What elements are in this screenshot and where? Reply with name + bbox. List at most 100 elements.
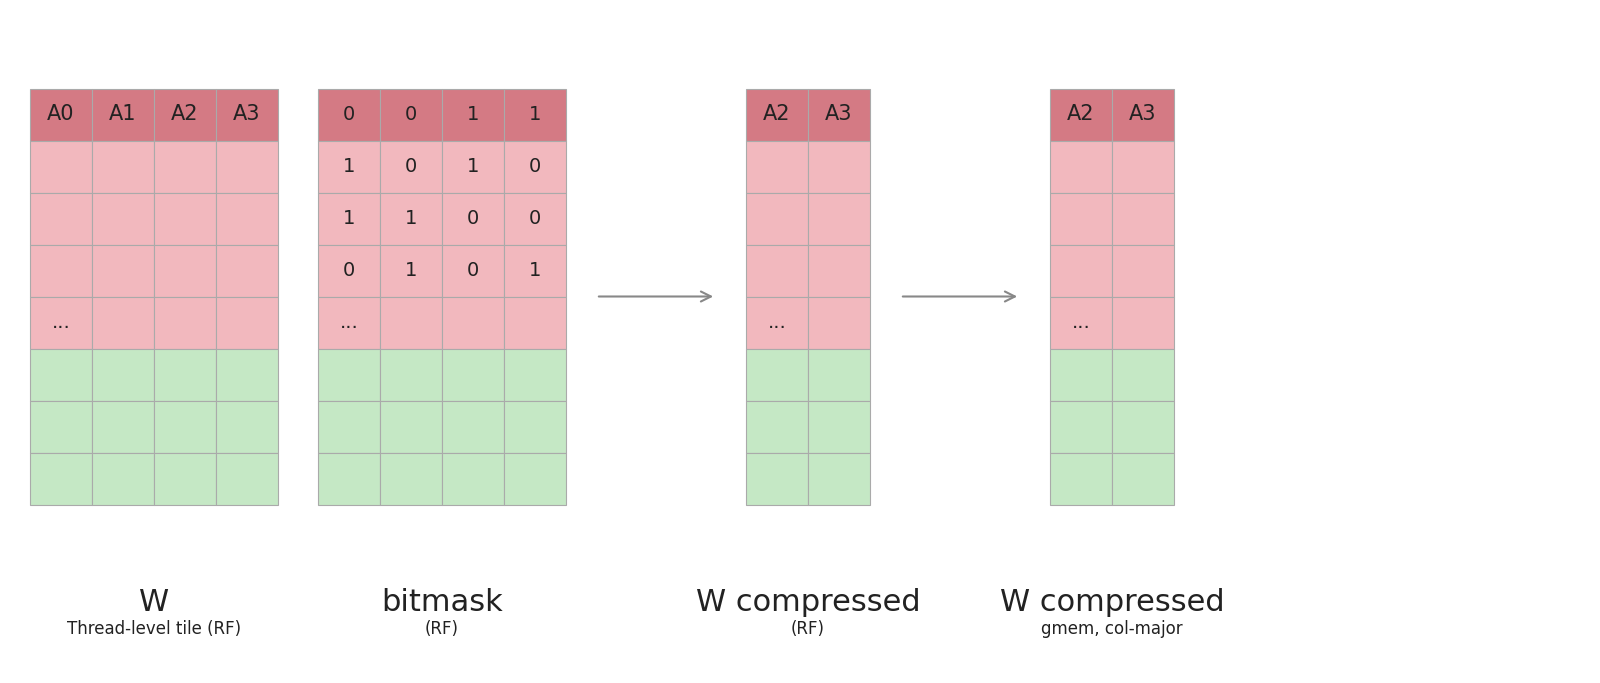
- Text: 0: 0: [530, 157, 541, 176]
- Text: A2: A2: [763, 104, 790, 124]
- Bar: [808, 296, 870, 348]
- Text: A3: A3: [1130, 104, 1157, 124]
- Text: 1: 1: [530, 261, 541, 280]
- Bar: [30, 296, 93, 348]
- Bar: [318, 453, 381, 505]
- Bar: [1050, 400, 1112, 453]
- Bar: [318, 348, 381, 400]
- Bar: [1112, 348, 1174, 400]
- Bar: [1050, 296, 1112, 348]
- Bar: [93, 141, 154, 193]
- Text: A2: A2: [171, 104, 198, 124]
- Bar: [808, 245, 870, 296]
- Text: A3: A3: [234, 104, 261, 124]
- Bar: [154, 245, 216, 296]
- Bar: [442, 453, 504, 505]
- Bar: [154, 193, 216, 245]
- Bar: [154, 296, 216, 348]
- Bar: [1050, 348, 1112, 400]
- Bar: [216, 193, 278, 245]
- Bar: [93, 400, 154, 453]
- Bar: [1050, 453, 1112, 505]
- Bar: [808, 348, 870, 400]
- Bar: [154, 348, 216, 400]
- Text: 1: 1: [342, 209, 355, 228]
- Bar: [504, 89, 566, 141]
- Bar: [30, 141, 93, 193]
- Bar: [1112, 245, 1174, 296]
- Text: 0: 0: [405, 105, 418, 124]
- Bar: [1112, 453, 1174, 505]
- Bar: [1050, 193, 1112, 245]
- Text: ...: ...: [339, 313, 358, 332]
- Text: 1: 1: [405, 261, 418, 280]
- Bar: [216, 296, 278, 348]
- Bar: [504, 348, 566, 400]
- Text: 1: 1: [342, 157, 355, 176]
- Text: (RF): (RF): [790, 620, 826, 638]
- Text: bitmask: bitmask: [381, 588, 502, 617]
- Bar: [808, 89, 870, 141]
- Bar: [93, 193, 154, 245]
- Text: 1: 1: [405, 209, 418, 228]
- Bar: [746, 141, 808, 193]
- Text: (RF): (RF): [426, 620, 459, 638]
- Bar: [381, 453, 442, 505]
- Bar: [381, 348, 442, 400]
- Text: W compressed: W compressed: [696, 588, 920, 617]
- Bar: [381, 193, 442, 245]
- Bar: [808, 193, 870, 245]
- Text: ...: ...: [51, 313, 70, 332]
- Bar: [1050, 89, 1112, 141]
- Text: gmem, col-major: gmem, col-major: [1042, 620, 1182, 638]
- Bar: [318, 193, 381, 245]
- Bar: [216, 245, 278, 296]
- Bar: [93, 348, 154, 400]
- Bar: [318, 400, 381, 453]
- Text: A3: A3: [826, 104, 853, 124]
- Text: 0: 0: [342, 105, 355, 124]
- Bar: [746, 296, 808, 348]
- Bar: [1112, 89, 1174, 141]
- Bar: [504, 245, 566, 296]
- Text: 1: 1: [467, 105, 478, 124]
- Text: 1: 1: [467, 157, 478, 176]
- Bar: [746, 89, 808, 141]
- Text: 0: 0: [467, 209, 478, 228]
- Text: ...: ...: [1072, 313, 1090, 332]
- Bar: [442, 400, 504, 453]
- Bar: [381, 400, 442, 453]
- Text: A2: A2: [1067, 104, 1094, 124]
- Bar: [30, 89, 93, 141]
- Bar: [1112, 193, 1174, 245]
- Bar: [1050, 141, 1112, 193]
- Bar: [93, 245, 154, 296]
- Bar: [1112, 141, 1174, 193]
- Bar: [216, 89, 278, 141]
- Bar: [504, 400, 566, 453]
- Text: ...: ...: [768, 313, 786, 332]
- Text: 0: 0: [530, 209, 541, 228]
- Bar: [216, 400, 278, 453]
- Text: 0: 0: [405, 157, 418, 176]
- Bar: [746, 400, 808, 453]
- Bar: [808, 453, 870, 505]
- Bar: [381, 141, 442, 193]
- Bar: [30, 245, 93, 296]
- Bar: [442, 296, 504, 348]
- Bar: [154, 141, 216, 193]
- Bar: [442, 348, 504, 400]
- Bar: [442, 141, 504, 193]
- Bar: [30, 453, 93, 505]
- Bar: [154, 400, 216, 453]
- Text: 0: 0: [342, 261, 355, 280]
- Bar: [504, 193, 566, 245]
- Bar: [1112, 296, 1174, 348]
- Bar: [1112, 400, 1174, 453]
- Bar: [154, 453, 216, 505]
- Bar: [504, 141, 566, 193]
- Text: 1: 1: [530, 105, 541, 124]
- Bar: [442, 245, 504, 296]
- Bar: [93, 453, 154, 505]
- Text: Thread-level tile (RF): Thread-level tile (RF): [67, 620, 242, 638]
